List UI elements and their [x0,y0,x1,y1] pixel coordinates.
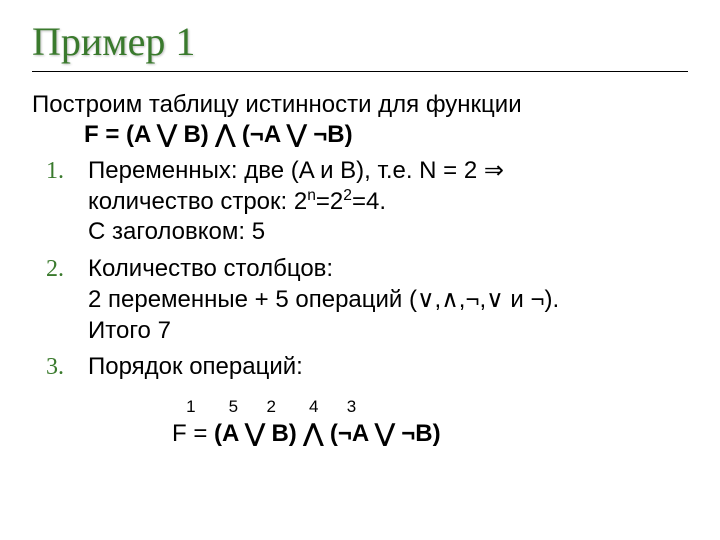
li2-line-c: Итого 7 [88,317,171,344]
li1-line-c: С заголовком: 5 [88,218,265,245]
intro-formula: F = (A ⋁ B) ⋀ (¬A ⋁ ¬B) [84,121,353,148]
operation-order-formula: F = (A ⋁ B) ⋀ (¬A ⋁ ¬B) [172,419,688,448]
li1-line-a: Переменных: две (A и B), т.е. N = 2 ⇒ [88,157,504,184]
intro-line1: Построим таблицу истинности для функции [32,91,522,118]
operation-order-block: 1 5 2 4 3 F = (A ⋁ B) ⋀ (¬A ⋁ ¬B) [32,397,688,448]
operation-order-numbers: 1 5 2 4 3 [172,397,688,417]
li2-line-b: 2 переменные + 5 операций (∨,∧,¬,∨ и ¬). [88,286,559,313]
order-formula-bold: (A ⋁ B) ⋀ (¬A ⋁ ¬B) [214,420,441,447]
list-item-3: Порядок операций: [32,352,688,383]
slide-title: Пример 1 [32,18,688,65]
li1-line-b: количество строк: 2n=22=4. [88,188,386,215]
li1-b-pre: количество строк: 2 [88,188,307,215]
title-rule [32,71,688,72]
li1-b-mid: =2 [316,188,343,215]
numbered-list: Переменных: две (A и B), т.е. N = 2 ⇒ ко… [32,156,688,383]
li2-line-a: Количество столбцов: [88,255,333,282]
intro-paragraph: Построим таблицу истинности для функции … [32,90,688,150]
list-item-2: Количество столбцов: 2 переменные + 5 оп… [32,254,688,346]
li1-b-post: =4. [352,188,386,215]
li3-text: Порядок операций: [88,353,303,380]
list-item-1: Переменных: две (A и B), т.е. N = 2 ⇒ ко… [32,156,688,248]
li1-b-sup2: 2 [343,187,352,204]
li1-b-sup1: n [307,187,316,204]
